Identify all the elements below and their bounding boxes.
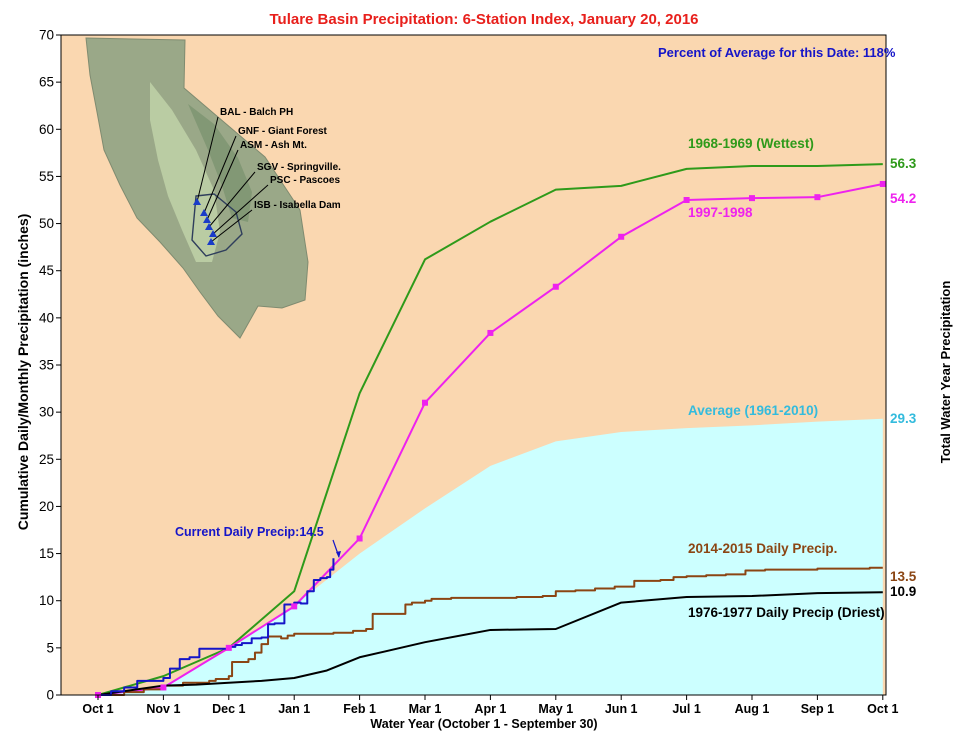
station-label: BAL - Balch PH <box>220 107 293 118</box>
station-markers: BAL - Balch PH GNF - Giant Forest ASM - As… <box>193 107 341 245</box>
y-tick-label: 25 <box>39 452 54 467</box>
chart-title: Tulare Basin Precipitation: 6-Station In… <box>269 11 698 28</box>
y-tick-label: 45 <box>39 263 54 278</box>
1997-1998-point <box>552 283 559 290</box>
y-tick-label: 15 <box>39 546 54 561</box>
1997-1998-point <box>422 399 428 406</box>
y-axis-right-title: Total Water Year Precipitation <box>938 281 953 464</box>
station-leader-line <box>206 149 239 221</box>
1997-1998-point <box>291 603 298 610</box>
y-tick-label: 65 <box>39 75 54 90</box>
y-tick-label: 35 <box>39 358 54 373</box>
x-tick-label: Jan 1 <box>278 702 310 716</box>
y-axis-title: Cumulative Daily/Monthly Precipitation (… <box>15 214 31 531</box>
1997-1998-point <box>618 233 625 240</box>
x-tick-label: Feb 1 <box>343 702 376 716</box>
station-marker <box>193 198 201 205</box>
y-axis: 0 5 10 15 20 25 30 35 40 45 50 55 60 65 70 <box>39 28 61 703</box>
1997-1998-point <box>749 195 755 202</box>
1976-1977-daily-precip-driest-line <box>97 591 883 696</box>
station-label: ASM - Ash Mt. <box>240 140 307 151</box>
x-tick-label: Sep 1 <box>801 702 834 716</box>
x-tick-label: Dec 1 <box>212 702 245 716</box>
y-tick-label: 20 <box>39 499 54 514</box>
x-tick-label: Nov 1 <box>146 702 180 716</box>
sierra-shape <box>188 104 252 222</box>
y-tick-label: 70 <box>39 28 54 43</box>
x-axis: Oct 1 Nov 1 Dec 1 Jan 1 Feb 1 Mar 1 Apr 1 May 1… <box>82 695 898 716</box>
current-daily-precip-14-5-label: Current Daily Precip:14.5 <box>175 525 324 539</box>
y-tick-label: 55 <box>39 169 54 184</box>
y-tick-label: 10 <box>39 593 54 608</box>
station-marker <box>207 238 215 245</box>
1997-1998-point <box>814 194 821 201</box>
series-labels: Average (1961-2010) 29.3 1968-1969 (Wettes… <box>175 136 917 620</box>
1976-1977-daily-precip-driest-final-value: 10.9 <box>890 584 916 599</box>
2014-2015-daily-precip-final-value: 13.5 <box>890 569 917 584</box>
station-leader-line <box>212 184 269 235</box>
x-tick-label: Jun 1 <box>605 702 638 716</box>
station-label: ISB - Isabella Dam <box>254 200 341 211</box>
x-tick-label: Apr 1 <box>474 702 506 716</box>
average-1961-2010-label: Average (1961-2010) <box>688 403 818 418</box>
station-label: PSC - Pascoes <box>270 175 340 186</box>
1997-1998-point <box>683 197 690 203</box>
1997-1998-label: 1997-1998 <box>688 205 753 220</box>
station-marker <box>203 216 211 223</box>
1997-1998-point <box>487 329 494 336</box>
station-label: SGV - Springville. <box>257 162 341 173</box>
x-tick-label: May 1 <box>538 702 573 716</box>
1976-1977-daily-precip-driest-label: 1976-1977 Daily Precip (Driest) <box>688 605 885 620</box>
2014-2015-daily-precip-label: 2014-2015 Daily Precip. <box>688 541 837 556</box>
y-tick-label: 50 <box>39 216 54 231</box>
y-tick-label: 30 <box>39 405 54 420</box>
station-leader-line <box>203 135 237 214</box>
annotations <box>332 539 341 558</box>
station-leader-line <box>196 116 219 203</box>
station-marker <box>200 209 208 216</box>
1997-1998-point <box>160 684 167 691</box>
station-leader-line <box>208 171 256 228</box>
1997-1998-point <box>356 535 363 542</box>
station-label: GNF - Giant Forest <box>238 126 328 137</box>
station-leader-line <box>210 209 253 243</box>
x-axis-title: Water Year (October 1 - September 30) <box>370 717 597 731</box>
y-tick-label: 5 <box>46 640 54 655</box>
x-tick-label: Oct 1 <box>82 702 113 716</box>
average-1961-2010-final-value: 29.3 <box>890 411 917 426</box>
average-1961-2010-area <box>98 418 883 695</box>
central-valley-shape <box>150 82 220 262</box>
1997-1998-point <box>879 180 886 187</box>
y-tick-label: 60 <box>39 122 54 137</box>
2014-2015-daily-precip-line <box>98 566 883 696</box>
x-tick-label: Oct 1 <box>867 702 898 716</box>
x-tick-label: Mar 1 <box>409 702 442 716</box>
current-daily-precip-14-5-line <box>98 558 335 696</box>
1968-1969-wettest-final-value: 56.3 <box>890 156 917 171</box>
y-tick-label: 40 <box>39 310 54 325</box>
percent-of-average: Percent of Average for this Date: 118% <box>658 45 896 60</box>
1997-1998-final-value: 54.2 <box>890 191 916 206</box>
average-area-layer <box>98 418 883 695</box>
station-marker <box>209 230 217 237</box>
california-map: BAL - Balch PH GNF - Giant Forest ASM - As… <box>85 37 341 339</box>
station-marker <box>205 223 213 230</box>
current-precip-arrowhead <box>336 551 341 558</box>
x-tick-label: Jul 1 <box>672 702 701 716</box>
1968-1969-wettest-label: 1968-1969 (Wettest) <box>688 136 814 151</box>
1997-1998-point <box>225 644 232 651</box>
x-tick-label: Aug 1 <box>735 702 770 716</box>
y-tick-label: 0 <box>46 688 54 703</box>
